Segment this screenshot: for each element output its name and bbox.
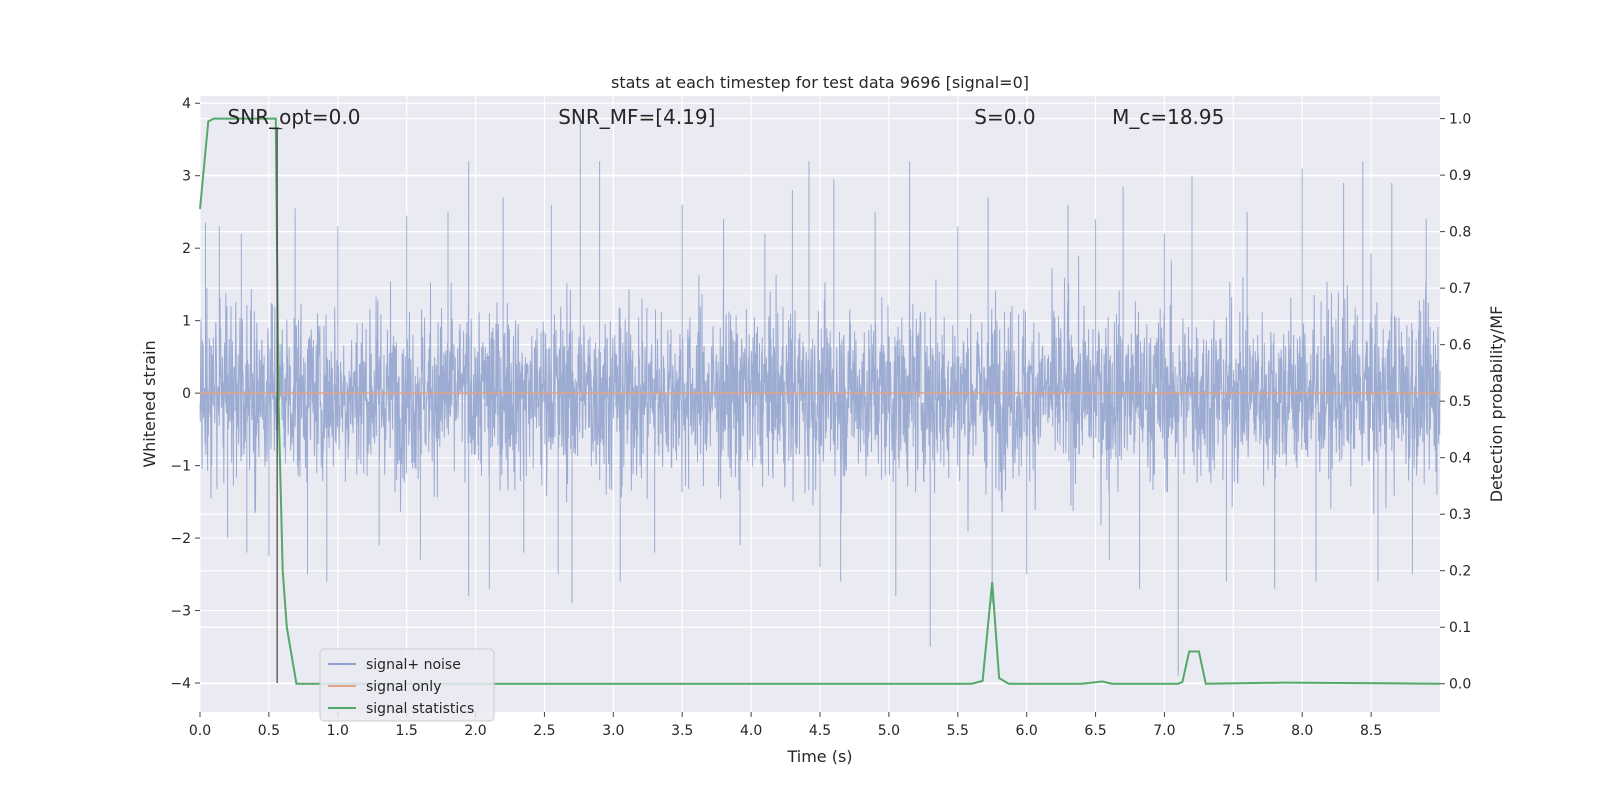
- x-tick-label: 7.5: [1222, 723, 1244, 739]
- y-tick-label: 3: [182, 169, 191, 185]
- signal-noise-series: [199, 114, 1441, 676]
- y-right-tick-label: 0.1: [1449, 620, 1471, 636]
- legend: signal+ noise signal only signal statistic…: [319, 648, 495, 722]
- signal-statistics-line: [199, 117, 1441, 685]
- y-right-tick-label: 1.0: [1449, 112, 1471, 128]
- y-tick-label: −2: [170, 531, 191, 547]
- x-tick-label: 8.0: [1291, 723, 1313, 739]
- signal-noise-line: [199, 114, 1441, 676]
- x-tick-label: 6.0: [1016, 723, 1038, 739]
- annotation-label: SNR_opt=0.0: [228, 105, 361, 129]
- legend-label: signal statistics: [366, 701, 474, 717]
- y-tick-label: −4: [170, 676, 191, 692]
- y-right-tick-label: 0.8: [1449, 225, 1471, 241]
- y-right-tick-label: 0.3: [1449, 507, 1471, 523]
- x-tick-label: 0.0: [189, 723, 211, 739]
- x-tick-label: 4.0: [740, 723, 762, 739]
- line-series: [199, 117, 1441, 685]
- y-tick-label: 0: [182, 386, 191, 402]
- y-right-tick-label: 0.6: [1449, 338, 1471, 354]
- y-tick-label: 2: [182, 241, 191, 257]
- axis-ticks: 0.0 0.5 1.0 1.5 2.0 2.5 3.0 3.5 4.0 4.5 5.0 5.5 6.0 6…: [170, 96, 1471, 739]
- x-tick-label: 4.5: [809, 723, 831, 739]
- annotations: SNR_opt=0.0 SNR_MF=[4.19] S=0.0 M_c=18.95: [228, 105, 1225, 129]
- y-right-tick-label: 0.9: [1449, 168, 1471, 184]
- x-tick-label: 5.5: [947, 723, 969, 739]
- y-tick-label: −3: [170, 604, 191, 620]
- chart-title: stats at each timestep for test data 969…: [611, 73, 1029, 92]
- x-tick-label: 5.0: [878, 723, 900, 739]
- x-tick-label: 1.0: [327, 723, 349, 739]
- y-right-tick-label: 0.5: [1449, 394, 1471, 410]
- y-right-axis-title: Detection probability/MF: [1487, 306, 1506, 503]
- x-tick-label: 6.5: [1084, 723, 1106, 739]
- annotation-label: M_c=18.95: [1112, 105, 1224, 129]
- annotation-label: S=0.0: [974, 105, 1035, 129]
- x-tick-label: 2.0: [464, 723, 486, 739]
- x-tick-label: 3.0: [602, 723, 624, 739]
- legend-label: signal+ noise: [366, 657, 461, 673]
- legend-label: signal only: [366, 679, 441, 695]
- legend-box: [319, 648, 495, 722]
- x-axis-title: Time (s): [786, 747, 852, 766]
- x-tick-label: 0.5: [258, 723, 280, 739]
- annotation-label: SNR_MF=[4.19]: [558, 105, 715, 129]
- y-tick-label: −1: [170, 459, 191, 475]
- x-tick-label: 8.5: [1360, 723, 1382, 739]
- y-tick-label: 1: [182, 314, 191, 330]
- y-tick-label: 4: [182, 96, 191, 112]
- x-tick-label: 7.0: [1153, 723, 1175, 739]
- y-right-tick-label: 0.2: [1449, 564, 1471, 580]
- y-axis-title: Whitened strain: [140, 340, 159, 467]
- x-tick-label: 2.5: [533, 723, 555, 739]
- y-right-tick-label: 0.0: [1449, 677, 1471, 693]
- y-right-tick-label: 0.4: [1449, 451, 1471, 467]
- y-right-tick-label: 0.7: [1449, 281, 1471, 297]
- x-tick-label: 3.5: [671, 723, 693, 739]
- x-tick-label: 1.5: [396, 723, 418, 739]
